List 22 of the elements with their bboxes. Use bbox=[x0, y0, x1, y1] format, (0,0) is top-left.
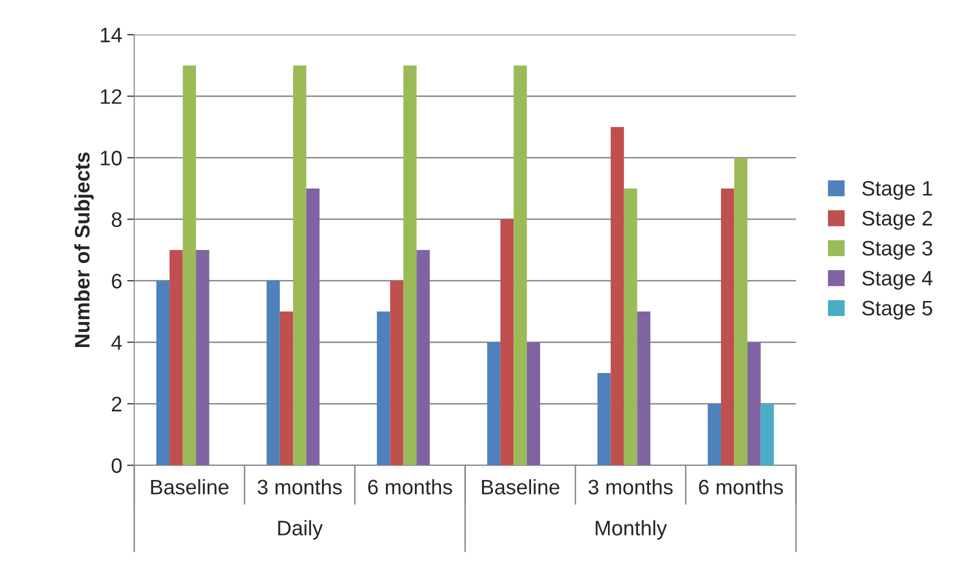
y-tick-label: 12 bbox=[100, 89, 122, 104]
legend-label: Stage 3 bbox=[862, 240, 932, 260]
text: Monthly bbox=[596, 520, 667, 540]
x-tick-label: 6 months bbox=[368, 479, 452, 494]
x-tick-label: 6 months bbox=[699, 479, 783, 494]
y-tick-label: 10 bbox=[100, 150, 122, 166]
x-tick-label: 3 months bbox=[258, 479, 342, 494]
y-tick-label: 4 bbox=[111, 335, 122, 350]
x-tick-label: Baseline bbox=[482, 479, 560, 494]
legend-label: Stage 1 bbox=[862, 180, 932, 200]
y-axis-title: Number of Subjects bbox=[74, 152, 94, 347]
legend-label: Stage 5 bbox=[862, 300, 932, 320]
x-tick-label: Baseline bbox=[151, 479, 228, 494]
y-tick-label: 8 bbox=[112, 212, 122, 227]
x-tick-label: 3 months bbox=[588, 479, 673, 494]
y-tick-label: 6 bbox=[112, 274, 122, 288]
y-tick-label: 2 bbox=[112, 396, 122, 412]
legend-label: Stage 2 bbox=[862, 210, 932, 230]
y-tick-label: 14 bbox=[100, 28, 122, 42]
y-tick-label: 0 bbox=[112, 458, 122, 474]
text: Daily bbox=[278, 520, 323, 540]
legend-label: Stage 4 bbox=[862, 270, 932, 290]
